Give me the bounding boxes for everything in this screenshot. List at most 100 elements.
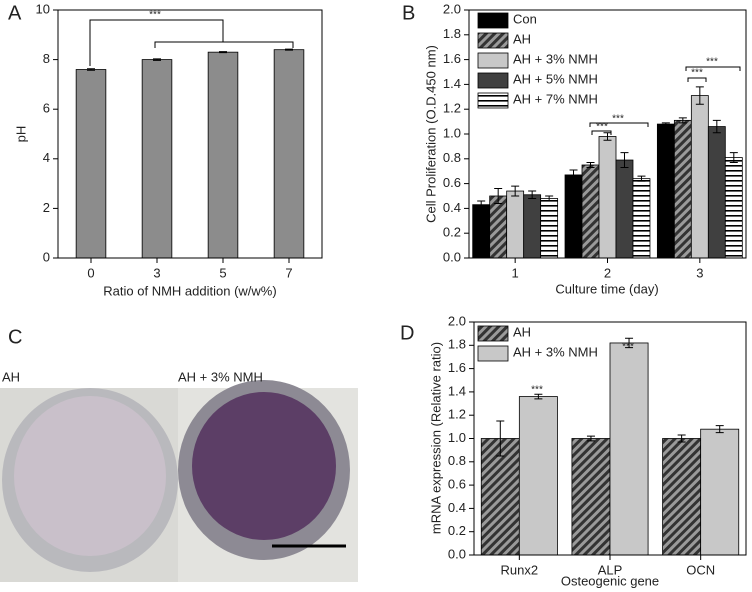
bar — [506, 190, 525, 259]
error-bar — [637, 175, 646, 182]
bar — [141, 59, 173, 259]
x-tick-label: 2 — [604, 265, 611, 280]
x-tick-label: 3 — [153, 265, 160, 280]
error-bar — [545, 195, 554, 202]
error-bar — [511, 185, 520, 197]
error-bar — [677, 434, 686, 443]
bar — [75, 69, 107, 259]
error-bar — [534, 393, 543, 400]
error-bar — [477, 200, 486, 209]
bar — [662, 438, 702, 556]
legend-label: AH + 5% NMH — [513, 71, 598, 86]
x-tick-label: 0 — [87, 265, 94, 280]
bar — [609, 342, 649, 556]
y-tick-label: 6 — [43, 101, 50, 116]
bar — [632, 178, 651, 259]
x-tick-label: 5 — [219, 265, 226, 280]
error-bar — [569, 169, 578, 181]
significance-label: *** — [622, 342, 634, 353]
bar — [700, 428, 740, 556]
bar — [489, 195, 508, 259]
error-bar — [87, 68, 95, 71]
y-tick-label: 1.8 — [448, 337, 466, 352]
error-bar — [528, 190, 537, 199]
photo-label: AH — [2, 369, 20, 384]
y-tick-label: 0.8 — [448, 453, 466, 468]
bar — [673, 119, 692, 259]
x-tick-label: 1 — [512, 265, 519, 280]
legend-label: AH — [513, 324, 531, 339]
error-bar — [603, 132, 612, 141]
significance-label: *** — [691, 68, 703, 79]
error-bar — [729, 152, 738, 164]
significance-label: *** — [706, 57, 718, 68]
y-tick-label: 1.4 — [448, 383, 466, 398]
x-axis-label: Ratio of NMH addition (w/w%) — [103, 283, 276, 298]
y-axis-label: pH — [13, 126, 28, 143]
legend-label: AH — [513, 31, 531, 46]
bar — [472, 204, 491, 259]
x-tick-label: OCN — [686, 562, 715, 577]
bar — [581, 164, 600, 259]
legend-label: AH + 3% NMH — [513, 51, 598, 66]
y-tick-label: 1.6 — [443, 51, 461, 66]
bar — [615, 159, 634, 259]
photo-label: AH + 3% NMH — [178, 369, 263, 384]
legend-swatch — [477, 72, 509, 89]
photo-panel — [0, 380, 358, 582]
bar — [207, 51, 239, 259]
panel-letter: B — [402, 2, 415, 24]
bar — [690, 95, 709, 259]
error-bar — [678, 117, 687, 124]
plot-frame — [57, 9, 323, 259]
y-tick-label: 0.4 — [448, 500, 466, 515]
x-axis-label: Culture time (day) — [555, 281, 658, 296]
x-tick-label: 7 — [285, 265, 292, 280]
y-tick-label: 1.2 — [448, 407, 466, 422]
significance-bracket — [685, 66, 741, 71]
error-bar — [661, 122, 670, 126]
bar — [518, 396, 558, 556]
error-bar — [285, 48, 293, 51]
error-bar — [712, 119, 721, 134]
bar — [707, 126, 726, 259]
y-tick-label: 10 — [36, 1, 50, 16]
x-tick-label: Runx2 — [501, 562, 539, 577]
legend-label: AH + 7% NMH — [513, 91, 598, 106]
legend-swatch — [477, 52, 509, 69]
y-tick-label: 0 — [43, 249, 50, 264]
bar — [724, 157, 743, 259]
legend-label: Con — [513, 11, 537, 26]
bar — [540, 198, 559, 259]
bar — [656, 123, 675, 259]
y-tick-label: 0.6 — [448, 477, 466, 492]
y-tick-label: 1.0 — [443, 125, 461, 140]
y-tick-label: 0.8 — [443, 150, 461, 165]
bar — [523, 194, 542, 259]
error-bar — [153, 58, 161, 61]
y-tick-label: 1.0 — [448, 430, 466, 445]
significance-bracket — [89, 19, 224, 66]
y-tick-label: 0.4 — [443, 200, 461, 215]
error-bar — [219, 51, 227, 54]
significance-label: *** — [596, 122, 608, 133]
legend-swatch — [477, 92, 509, 109]
y-tick-label: 0.2 — [443, 225, 461, 240]
y-tick-label: 1.4 — [443, 76, 461, 91]
bar — [480, 438, 520, 556]
panel-letter: A — [8, 2, 22, 24]
significance-bracket — [154, 41, 294, 48]
x-axis-label: Osteogenic gene — [561, 573, 659, 588]
dish-cells — [14, 396, 166, 556]
legend-swatch — [477, 345, 509, 362]
y-tick-label: 8 — [43, 51, 50, 66]
y-tick-label: 0.2 — [448, 523, 466, 538]
error-bar — [586, 435, 595, 442]
panel-letter: D — [400, 322, 414, 344]
y-tick-label: 1.8 — [443, 26, 461, 41]
x-tick-label: ALP — [598, 562, 623, 577]
y-tick-label: 1.2 — [443, 101, 461, 116]
y-axis-label: Cell Proliferation (O.D.450 nm) — [423, 45, 438, 223]
legend-label: AH + 3% NMH — [513, 344, 598, 359]
plot-frame — [473, 321, 747, 556]
